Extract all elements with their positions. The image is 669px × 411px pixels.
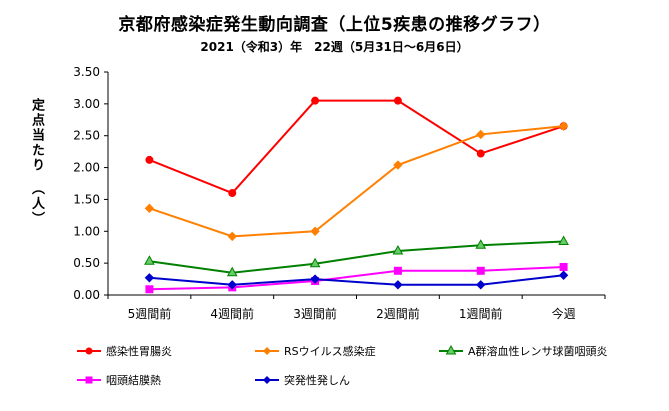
series-3-point (392, 245, 404, 255)
legend-item: RSウイルス感染症 (254, 343, 376, 359)
series-line-4 (149, 265, 564, 291)
legend-swatch (77, 347, 101, 355)
series-1-point (145, 155, 154, 164)
y-axis-label: 定点当たり （人） (29, 98, 44, 227)
legend-label: A群溶血性レンサ球菌咽頭炎 (468, 345, 608, 358)
legend-label: RSウイルス感染症 (284, 345, 376, 358)
series-3-point (309, 257, 321, 268)
y-tick-label: 3.50 (73, 65, 100, 79)
series-line-5 (149, 274, 564, 286)
series-1-point (311, 96, 320, 105)
legend-label: 感染性胃腸炎 (106, 345, 172, 358)
y-tick-label: 1.00 (73, 224, 100, 238)
series-line-3 (149, 240, 564, 274)
legend-item: 突発性発しん (254, 372, 350, 388)
series-3-point (144, 255, 155, 265)
legend-label: 咽頭結膜熱 (106, 374, 161, 387)
y-tick-label: 3.00 (73, 97, 100, 111)
series-5-point (144, 273, 155, 283)
y-tick-label: 1.50 (73, 192, 100, 206)
series-4-point (476, 266, 485, 275)
series-4-point (393, 266, 402, 275)
y-tick-label: 0.50 (73, 256, 100, 270)
series-4-point (145, 285, 154, 294)
series-4-point (559, 262, 568, 271)
series-line-2 (149, 125, 564, 238)
series-1-point (476, 149, 485, 158)
legend-item: 咽頭結膜熱 (76, 372, 161, 388)
legend-swatch (439, 345, 463, 355)
legend-label: 突発性発しん (284, 374, 350, 387)
series-5-point (476, 280, 486, 290)
x-tick-label: 1週間前 (459, 306, 503, 321)
legend-item: A群溶血性レンサ球菌咽頭炎 (438, 343, 608, 359)
legend-swatch (255, 347, 279, 355)
y-tick-label: 2.50 (73, 129, 100, 143)
chart-subtitle: 2021（令和3）年 22週（5月31日～6月6日） (200, 40, 469, 54)
series-3-point (226, 266, 238, 277)
x-tick-label: 5週間前 (128, 306, 172, 321)
x-tick-label: 今週 (552, 306, 576, 321)
series-5-point (558, 270, 569, 280)
x-tick-label: 3週間前 (293, 306, 337, 321)
series-5-point (310, 274, 320, 284)
series-5-point (227, 280, 237, 290)
y-tick-label: 0.00 (73, 288, 100, 302)
series-2-point (310, 226, 320, 236)
x-tick-label: 4週間前 (210, 306, 254, 321)
series-2-point (144, 203, 155, 214)
chart-title: 京都府感染症発生動向調査（上位5疾患の推移グラフ） (118, 15, 551, 35)
series-2-point (393, 160, 403, 170)
x-tick-label: 2週間前 (376, 306, 420, 321)
legend-swatch (77, 376, 101, 384)
series-3-point (475, 239, 487, 249)
series-2-point (558, 121, 569, 131)
series-1-point (228, 189, 237, 198)
series-2-point (227, 231, 237, 242)
series-2-point (476, 129, 486, 140)
series-line-1 (149, 99, 564, 195)
series-1-point (393, 96, 402, 105)
series-3-point (558, 235, 569, 245)
legend-swatch (255, 376, 279, 384)
series-5-point (393, 280, 403, 290)
legend-item: 感染性胃腸炎 (76, 343, 172, 359)
y-tick-label: 2.00 (73, 161, 100, 175)
